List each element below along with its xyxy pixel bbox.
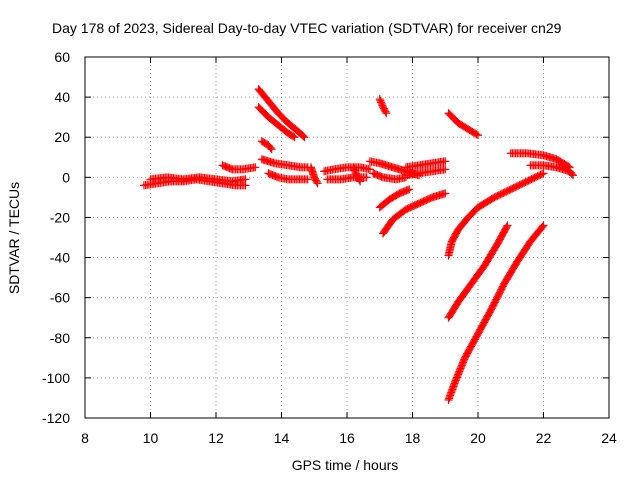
y-tick-label: -80 [50,330,70,346]
data-point [312,177,321,186]
data-point [538,170,547,179]
data-point [355,175,364,184]
x-tick-label: 10 [143,430,159,446]
data-point [299,132,308,141]
data-point [303,175,312,184]
data-point [290,133,299,142]
data-point [567,169,576,178]
y-tick-label: -60 [50,290,70,306]
data-point [356,177,365,186]
plot-frame [84,56,610,419]
data-point [241,175,250,184]
data-point [568,171,577,180]
x-tick-label: 8 [81,430,89,446]
data-point [441,189,450,198]
data-point [381,107,390,116]
x-tick-labels: 8 10 12 14 16 18 20 22 24 [81,430,617,446]
data-point [405,185,414,194]
data-point [502,222,511,231]
y-tick-labels: -120 -100 -80 -60 -40 -20 0 20 40 60 [42,49,70,426]
y-tick-label: -40 [50,250,70,266]
x-axis-label: GPS time / hours [292,457,399,473]
data-point [251,163,260,172]
data-point [441,165,450,174]
data-point [365,165,374,174]
data-point [382,109,391,118]
x-tick-label: 22 [536,430,552,446]
y-tick-label: 40 [54,89,70,105]
y-tick-label: 60 [54,49,70,65]
data-point [539,221,548,230]
data-point [539,169,548,178]
y-tick-label: 20 [54,129,70,145]
x-tick-label: 20 [470,430,486,446]
data-point [472,130,481,139]
x-tick-label: 24 [601,430,617,446]
x-tick-label: 14 [274,430,290,446]
data-point [289,132,298,141]
data-point [362,173,371,182]
chart-title: Day 178 of 2023, Sidereal Day-to-day VTE… [52,20,562,36]
data-point [503,221,512,230]
data-point [300,133,309,142]
data-point [441,157,450,166]
data-point [266,143,275,152]
x-tick-label: 12 [208,430,224,446]
y-tick-label: -20 [50,209,70,225]
data-point [474,131,482,140]
data-point [313,179,322,188]
data-points [139,85,577,404]
x-tick-label: 18 [405,430,421,446]
y-tick-label: 0 [62,169,70,185]
y-tick-label: -120 [42,410,70,426]
data-point [538,222,547,231]
y-axis-label: SDTVAR / TECUs [6,182,22,294]
data-point [267,145,276,154]
y-tick-label: -100 [42,370,70,386]
x-tick-label: 16 [339,430,355,446]
